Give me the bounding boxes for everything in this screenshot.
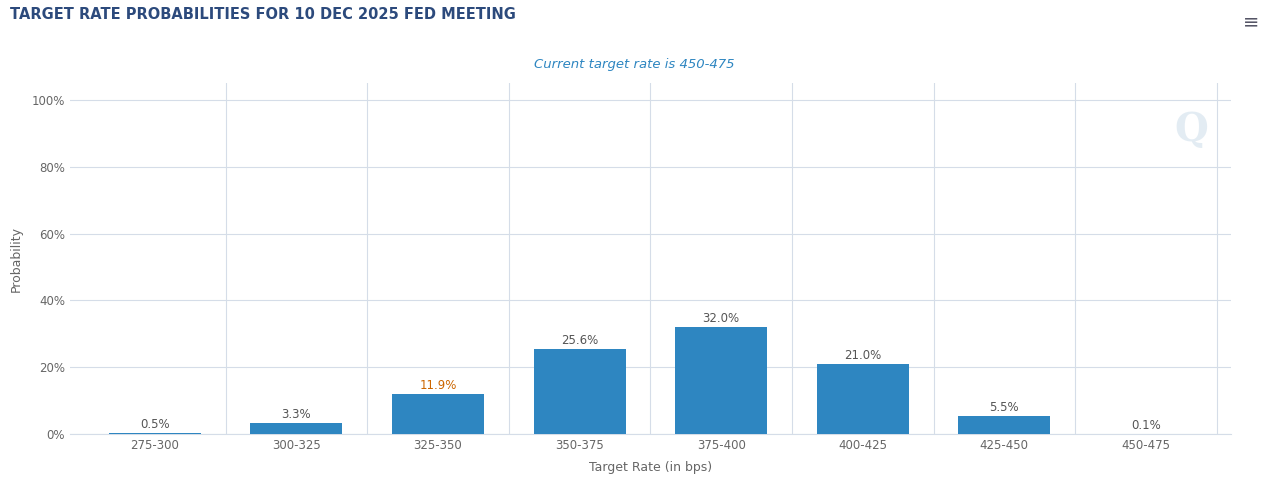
- X-axis label: Target Rate (in bps): Target Rate (in bps): [589, 461, 712, 473]
- Bar: [392, 394, 483, 434]
- Text: TARGET RATE PROBABILITIES FOR 10 DEC 2025 FED MEETING: TARGET RATE PROBABILITIES FOR 10 DEC 202…: [10, 7, 516, 22]
- Text: Q: Q: [1174, 111, 1208, 149]
- Bar: [109, 433, 201, 434]
- Text: 11.9%: 11.9%: [419, 380, 457, 392]
- Text: 25.6%: 25.6%: [561, 334, 598, 346]
- Text: 21.0%: 21.0%: [844, 349, 882, 362]
- Text: 0.5%: 0.5%: [140, 418, 170, 430]
- Text: ≡: ≡: [1242, 12, 1259, 31]
- Bar: [817, 364, 909, 434]
- Text: 32.0%: 32.0%: [703, 312, 740, 325]
- Text: Current target rate is 450-475: Current target rate is 450-475: [534, 58, 735, 71]
- Bar: [250, 423, 343, 434]
- Text: 3.3%: 3.3%: [282, 408, 311, 421]
- Bar: [533, 348, 626, 434]
- Bar: [675, 327, 768, 434]
- Text: 0.1%: 0.1%: [1131, 419, 1161, 432]
- Y-axis label: Probability: Probability: [10, 225, 23, 292]
- Text: 5.5%: 5.5%: [990, 401, 1019, 414]
- Bar: [958, 416, 1051, 434]
